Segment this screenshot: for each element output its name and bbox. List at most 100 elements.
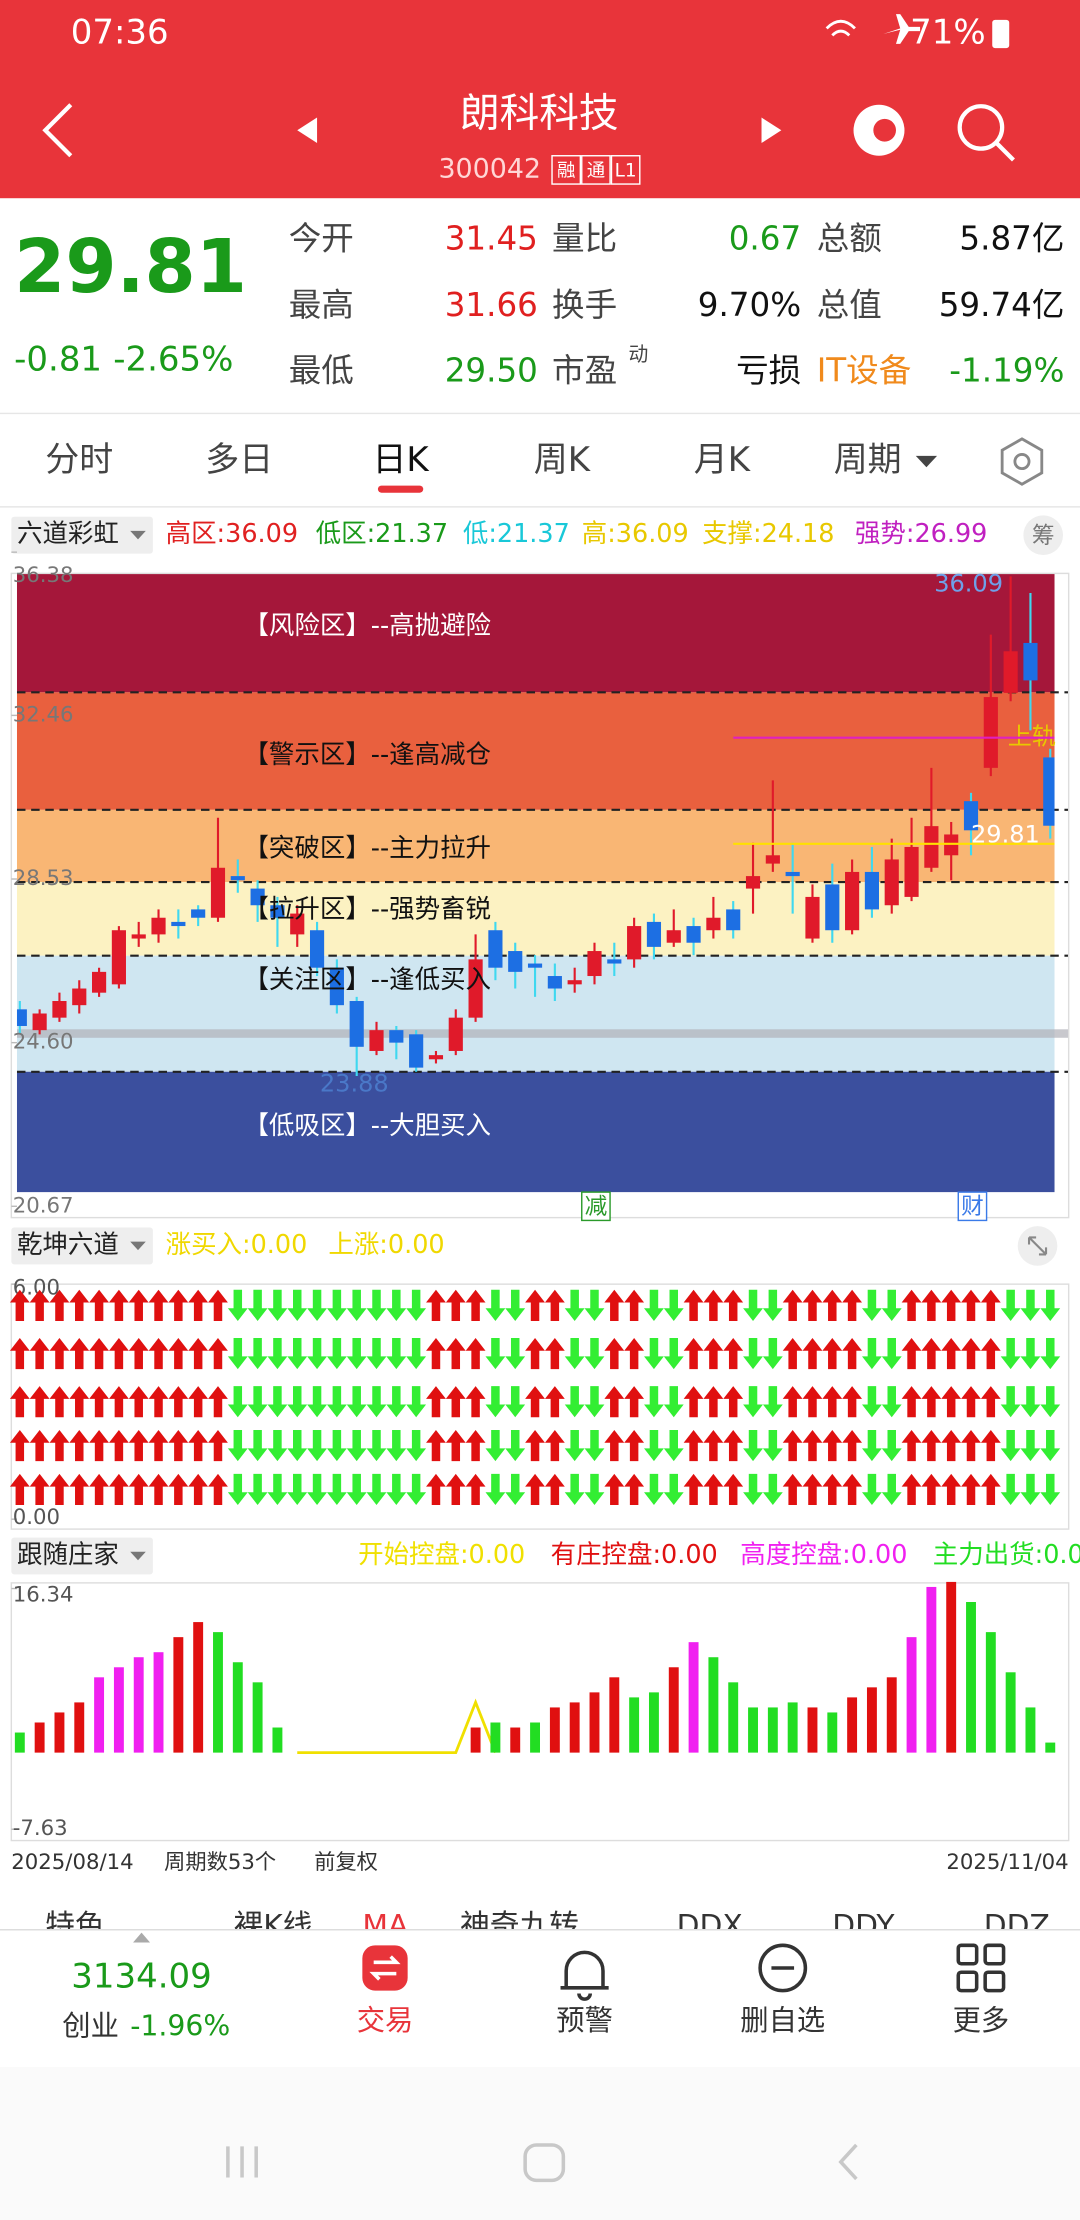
trade-icon[interactable] xyxy=(362,1945,408,1991)
tab[interactable]: 周期 xyxy=(834,440,902,480)
y-tick-label: 0.00 xyxy=(13,1505,60,1530)
legend-item: 低区:21.37 xyxy=(316,519,448,549)
up-arrow xyxy=(445,1289,466,1321)
up-arrow xyxy=(802,1337,823,1370)
up-arrow xyxy=(921,1337,942,1370)
bar xyxy=(133,1657,144,1753)
prev-stock[interactable] xyxy=(297,117,318,143)
bar xyxy=(193,1622,204,1753)
nav-label[interactable]: 更多 xyxy=(953,2004,1010,2037)
field-label: 总额 xyxy=(817,220,882,258)
up-arrow xyxy=(49,1386,70,1418)
legend-item: 强势:26.99 xyxy=(855,519,987,549)
down-arrow xyxy=(584,1289,605,1321)
down-arrow xyxy=(762,1429,783,1462)
bar xyxy=(94,1677,105,1753)
down-arrow xyxy=(881,1473,902,1506)
tab[interactable]: 日K xyxy=(372,440,429,480)
down-arrow xyxy=(485,1429,506,1462)
wifi-icon xyxy=(825,19,856,37)
chip-button[interactable] xyxy=(1023,515,1064,555)
up-arrow xyxy=(604,1337,625,1370)
up-arrow xyxy=(148,1386,169,1418)
nav-label[interactable]: 删自选 xyxy=(740,2004,825,2037)
down-arrow xyxy=(386,1337,407,1370)
alert-icon[interactable] xyxy=(560,1950,609,2001)
date-start: 2025/08/14 xyxy=(11,1850,133,1875)
down-arrow xyxy=(406,1289,427,1321)
field-sup: 动 xyxy=(628,343,648,366)
tab[interactable]: 月K xyxy=(694,440,751,480)
up-arrow xyxy=(624,1289,645,1321)
legend-item: 高:36.09 xyxy=(582,519,689,549)
bar xyxy=(54,1712,65,1753)
down-arrow xyxy=(326,1473,347,1506)
back-button[interactable] xyxy=(42,103,73,158)
indicator-name: 跟随庄家 xyxy=(17,1540,119,1570)
tab[interactable]: 多日 xyxy=(205,440,273,480)
candle-body xyxy=(508,951,523,972)
chip-label[interactable]: 筹 xyxy=(1032,523,1055,549)
down-arrow xyxy=(862,1337,882,1370)
legend-item: 有庄控盘:0.00 xyxy=(551,1540,718,1570)
up-arrow xyxy=(723,1473,744,1506)
candle-body xyxy=(171,921,186,927)
up-arrow xyxy=(465,1473,486,1506)
indicator-box[interactable] xyxy=(11,1227,153,1265)
down-arrow xyxy=(564,1473,585,1506)
down-arrow xyxy=(406,1386,427,1418)
field-label: 市盈 xyxy=(552,351,617,389)
next-stock[interactable] xyxy=(761,117,782,143)
field-label: 换手 xyxy=(552,286,617,324)
down-arrow xyxy=(406,1337,427,1370)
up-arrow xyxy=(525,1429,545,1462)
down-arrow xyxy=(386,1429,407,1462)
up-arrow xyxy=(980,1386,1001,1418)
search-button[interactable] xyxy=(957,104,1005,151)
indicator-box[interactable] xyxy=(11,1537,153,1575)
nav-label[interactable]: 预警 xyxy=(556,2004,613,2037)
candle-body xyxy=(983,697,998,768)
down-arrow xyxy=(386,1386,407,1418)
up-arrow xyxy=(544,1386,565,1418)
candle-body xyxy=(16,1009,27,1026)
down-arrow xyxy=(227,1429,248,1462)
up-arrow xyxy=(802,1289,823,1321)
up-arrow xyxy=(188,1473,209,1506)
down-arrow xyxy=(346,1429,367,1462)
tab[interactable]: 分时 xyxy=(45,440,113,480)
up-arrow xyxy=(168,1473,189,1506)
down-arrow xyxy=(1000,1289,1021,1321)
up-arrow xyxy=(208,1289,228,1321)
down-arrow xyxy=(326,1289,347,1321)
up-arrow xyxy=(842,1337,863,1370)
down-arrow xyxy=(1000,1473,1021,1506)
bar xyxy=(787,1702,798,1753)
up-arrow xyxy=(128,1386,149,1418)
down-arrow xyxy=(346,1337,367,1370)
candle-body xyxy=(825,884,840,931)
up-arrow xyxy=(683,1289,704,1321)
up-arrow xyxy=(901,1289,922,1321)
up-arrow xyxy=(961,1429,981,1462)
up-arrow xyxy=(108,1337,129,1370)
down-arrow xyxy=(663,1337,684,1370)
badge-box xyxy=(610,155,641,185)
down-arrow xyxy=(505,1289,526,1321)
tab[interactable]: 周K xyxy=(534,440,591,480)
bar xyxy=(985,1632,996,1753)
remove-icon[interactable] xyxy=(758,1943,808,1993)
up-arrow xyxy=(723,1289,744,1321)
up-arrow xyxy=(188,1289,209,1321)
nav-label[interactable]: 交易 xyxy=(357,2004,414,2037)
zone-label: 【拉升区】--强势畜锐 xyxy=(243,894,491,924)
y-tick-label: 28.53 xyxy=(13,866,74,891)
candle-body xyxy=(805,896,820,939)
up-arrow xyxy=(89,1473,109,1506)
down-arrow xyxy=(326,1337,347,1370)
settings-button[interactable] xyxy=(1000,437,1044,486)
more-icon[interactable] xyxy=(956,1943,1006,1993)
candle-body xyxy=(32,1013,47,1031)
indicator-box[interactable] xyxy=(11,516,153,554)
down-arrow xyxy=(663,1429,684,1462)
